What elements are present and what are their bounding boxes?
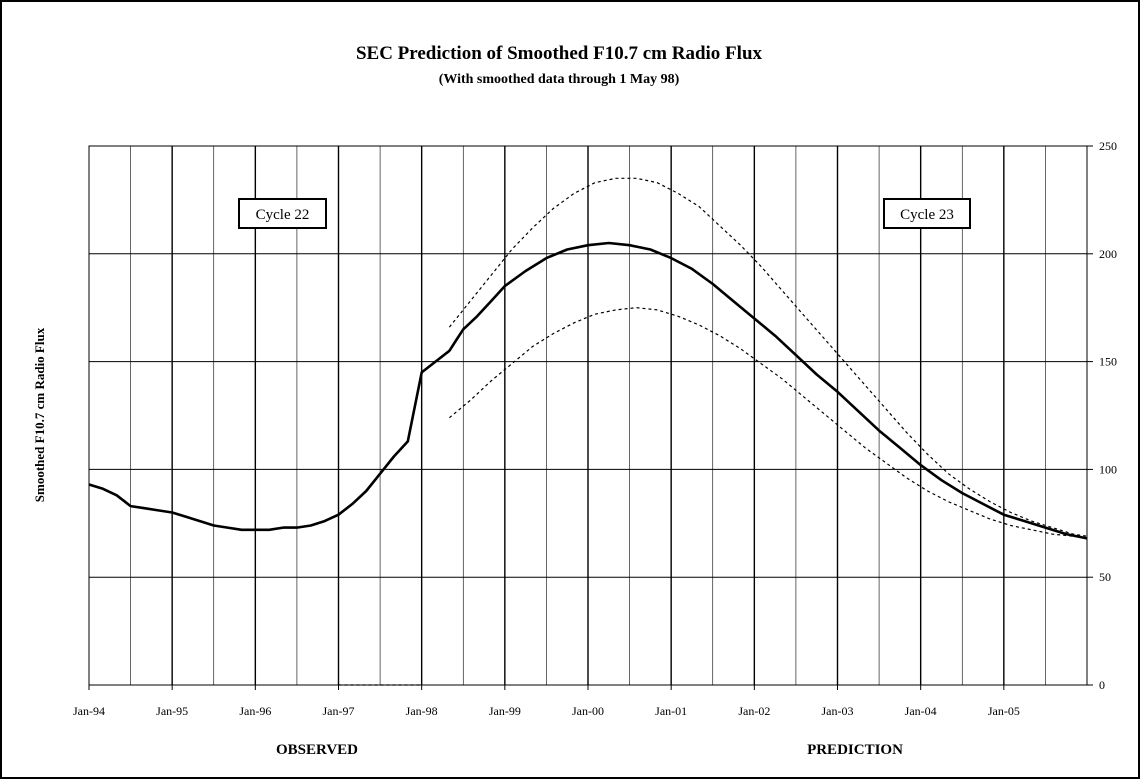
- series-line-lower-2: [449, 307, 1088, 539]
- x-tick-label: Jan-02: [738, 704, 770, 718]
- minor-gridlines: [130, 146, 1046, 685]
- cycle-23-box: [883, 198, 971, 229]
- cycle-22-label: Cycle 22: [256, 207, 310, 223]
- y-axis-label: Smoothed F10.7 cm Radio Flux: [32, 327, 47, 502]
- x-tick-label: Jan-99: [489, 704, 521, 718]
- x-tick-label: Jan-98: [406, 704, 438, 718]
- x-axis: Jan-94 Jan-95 Jan-96 Jan-97 Jan-98 Jan-99 Jan-…: [73, 685, 1020, 718]
- chart-subtitle: (With smoothed data through 1 May 98): [439, 72, 680, 87]
- y-tick-label: 100: [1099, 462, 1117, 476]
- x-tick-label: Jan-01: [655, 704, 687, 718]
- prediction-label: PREDICTION: [807, 742, 903, 758]
- x-tick-label: Jan-03: [822, 704, 854, 718]
- series-line-solid-0: [88, 241, 1088, 540]
- x-tick-label: Jan-05: [988, 704, 1020, 718]
- cycle-23-annotation: Cycle 23: [883, 198, 971, 229]
- y-tick-label: 150: [1099, 355, 1117, 369]
- y-tick-label: 250: [1099, 139, 1117, 153]
- cycle-22-annotation: Cycle 22: [238, 198, 327, 229]
- chart-title: SEC Prediction of Smoothed F10.7 cm Radi…: [356, 43, 763, 64]
- cycle-23-label: Cycle 23: [900, 207, 954, 223]
- x-tick-label: Jan-96: [239, 704, 271, 718]
- y-tick-label: 50: [1099, 570, 1111, 584]
- y-tick-label: 200: [1099, 247, 1117, 261]
- x-tick-label: Jan-94: [73, 704, 105, 718]
- y-tick-label: 0: [1099, 678, 1105, 692]
- x-tick-label: Jan-95: [156, 704, 188, 718]
- major-gridlines: [89, 146, 1087, 685]
- series-line-upper-1: [448, 177, 1088, 537]
- observed-label: OBSERVED: [276, 742, 358, 758]
- cycle-22-box: [238, 198, 327, 229]
- x-tick-label: Jan-00: [572, 704, 604, 718]
- y-axis: 0 50 100 150 200 250: [1087, 139, 1117, 692]
- x-tick-label: Jan-97: [323, 704, 355, 718]
- series-layer: [88, 177, 1088, 686]
- x-tick-label: Jan-04: [905, 704, 937, 718]
